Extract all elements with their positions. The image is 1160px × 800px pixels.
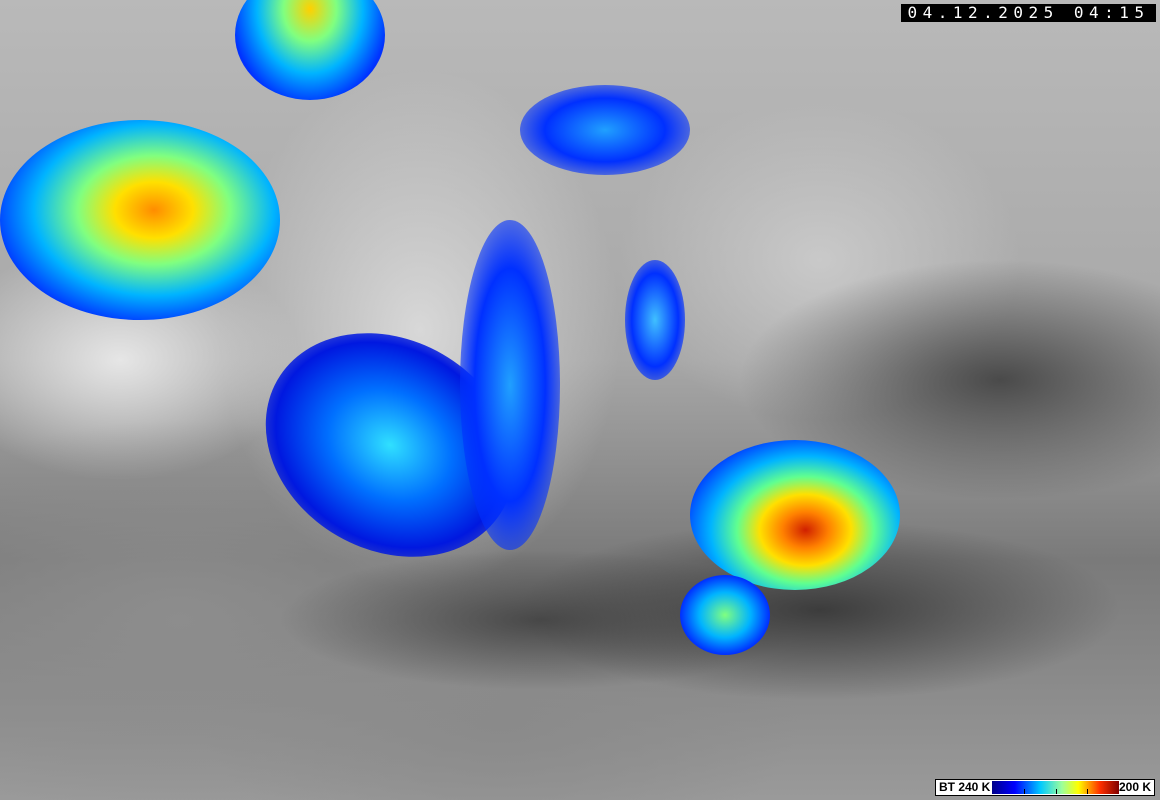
legend-tick — [1055, 789, 1057, 794]
cloud-cluster-southeast — [690, 440, 900, 590]
cloud-band-spiral — [460, 220, 560, 550]
legend-tick — [1023, 789, 1025, 794]
cloud-cluster-north — [235, 0, 385, 100]
legend-colorbar — [992, 781, 1119, 794]
cloud-streak-east — [625, 260, 685, 380]
cloud-cluster-northwest — [0, 120, 280, 320]
legend-label-warm: BT 240 K — [939, 780, 991, 794]
cloud-cluster-south — [680, 575, 770, 655]
legend-tick — [1087, 789, 1089, 794]
cloud-streak-north — [520, 85, 690, 175]
timestamp: 04.12.2025 04:15 — [901, 4, 1156, 22]
color-legend: BT 240 K 200 K — [935, 779, 1155, 796]
legend-label-cold: 200 K — [1118, 780, 1151, 794]
